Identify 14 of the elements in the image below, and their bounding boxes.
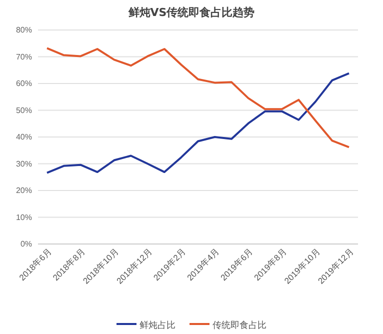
y-tick-label: 20% [16,186,32,196]
chart-title: 鲜炖VS传统即食占比趋势 [127,6,255,19]
y-tick-label: 10% [16,212,32,222]
y-tick-label: 60% [16,79,32,88]
y-tick-label: 50% [16,106,32,115]
y-tick-label: 30% [16,159,32,168]
y-tick-label: 70% [16,52,32,62]
line-series [46,72,350,174]
y-tick-label: 0% [20,240,32,249]
y-tick-label: 40% [16,132,32,142]
line-series [46,47,350,148]
legend-label: 鲜炖占比 [140,320,176,331]
y-tick-label: 80% [16,26,32,35]
legend-label: 传统即食占比 [212,320,266,331]
